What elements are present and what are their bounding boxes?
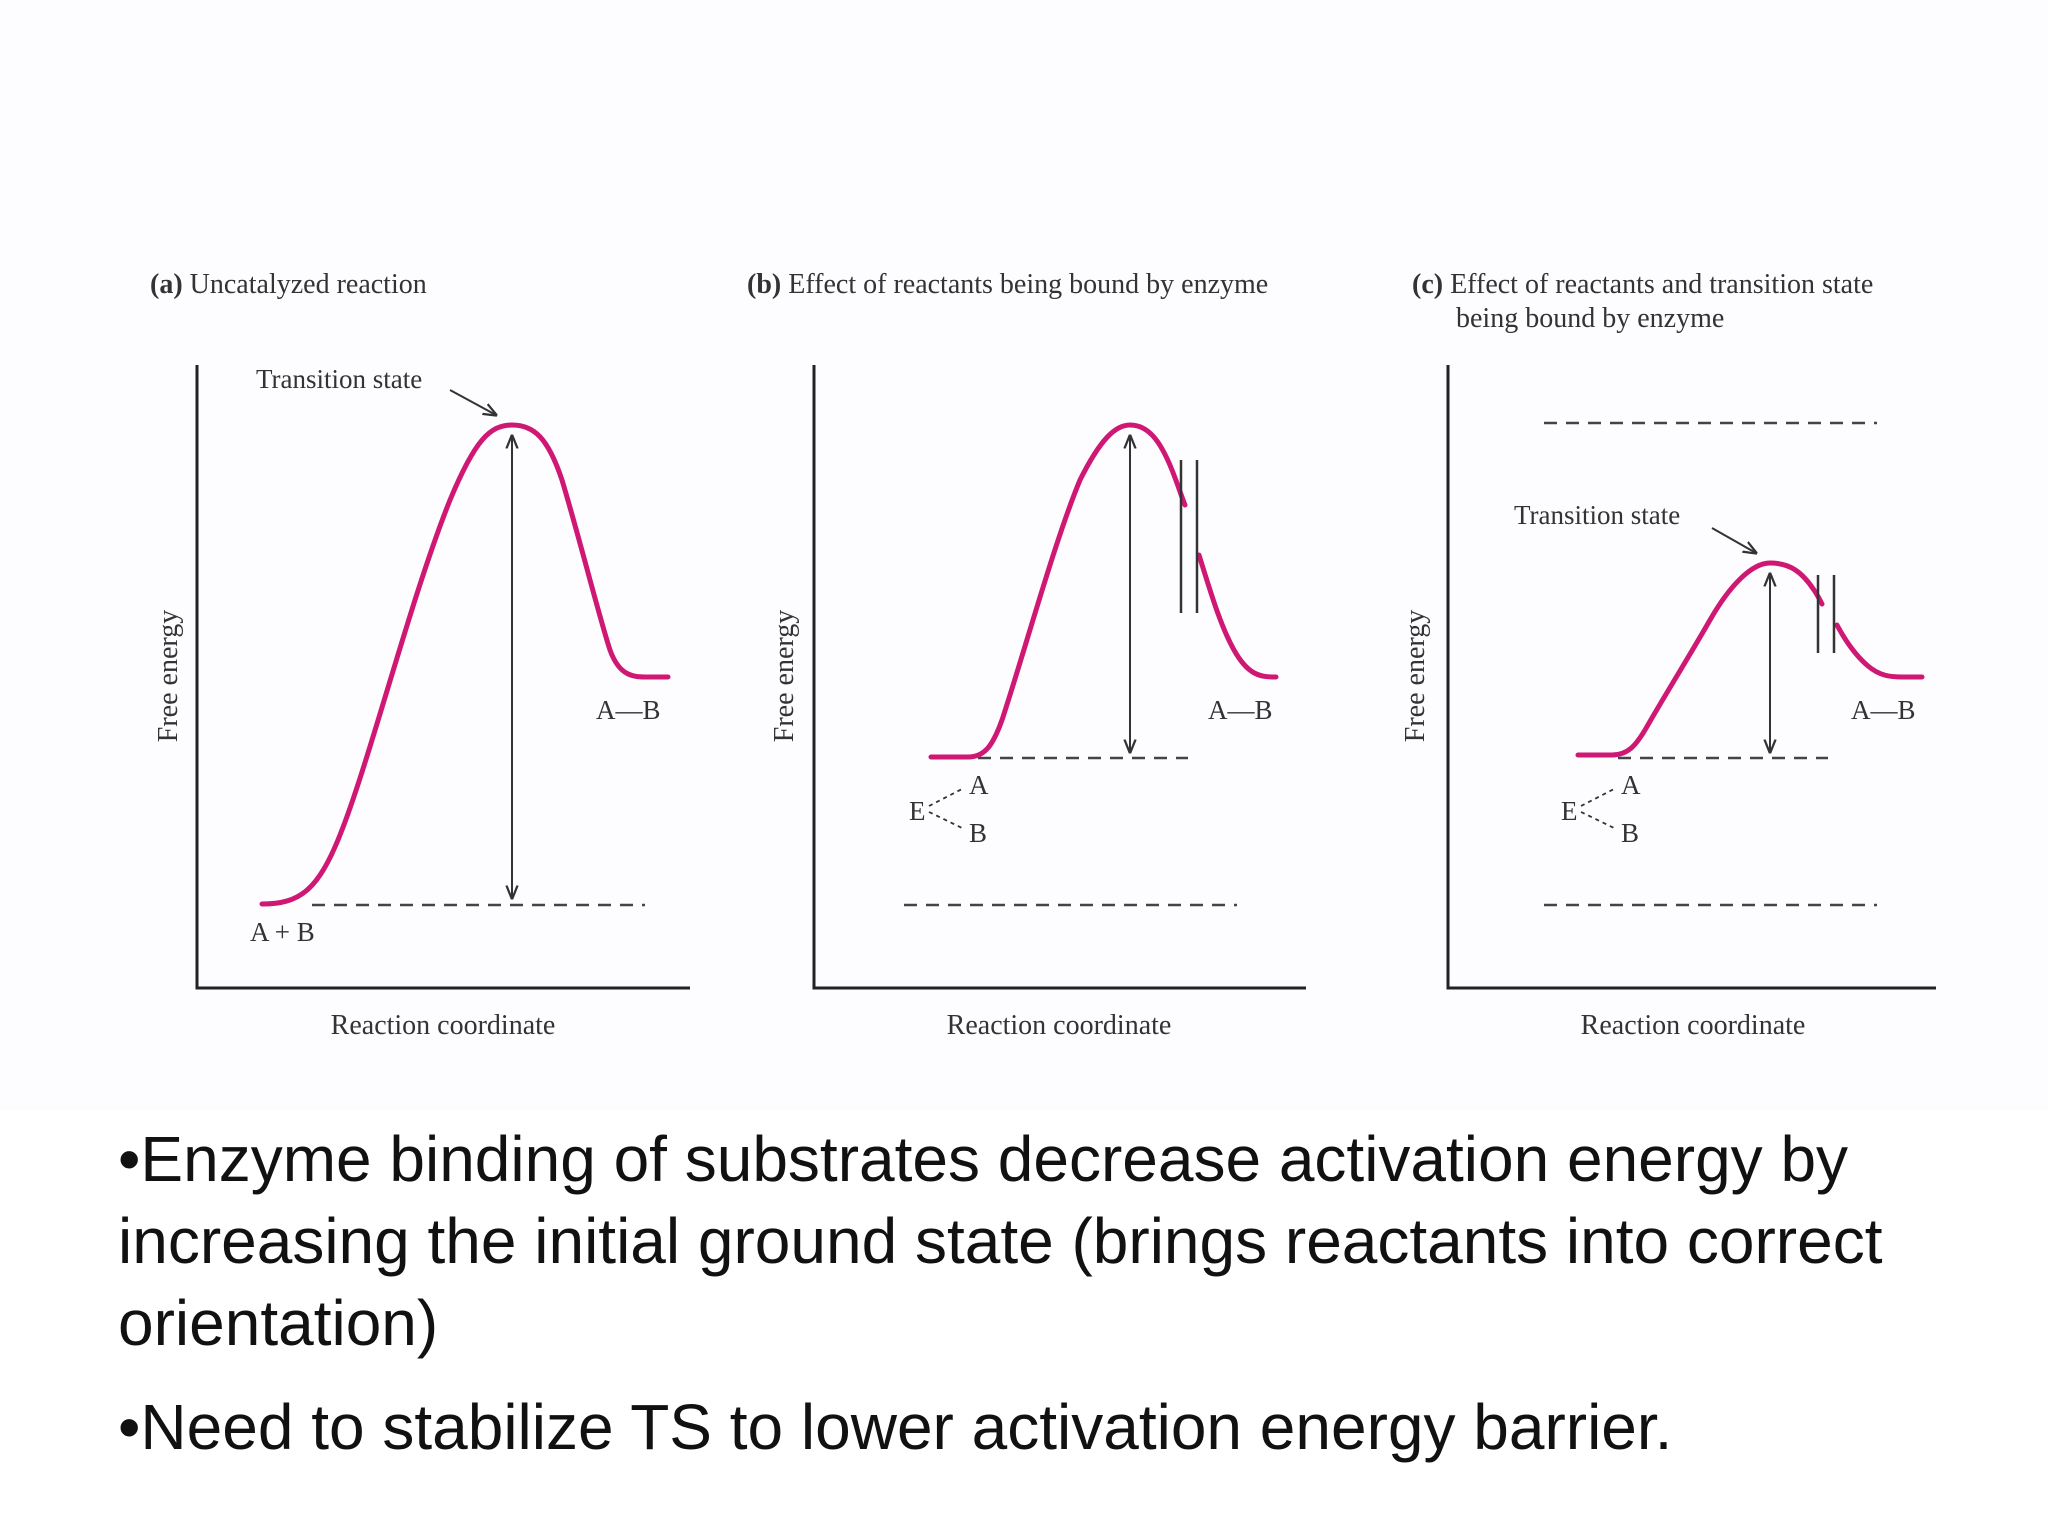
- panel-c-energy-curve-right: [1834, 622, 1925, 680]
- panel-a-ylabel: Free energy: [153, 610, 184, 742]
- panel-b-bond-a: [928, 788, 963, 807]
- panel-a-title: (a) Uncatalyzed reaction: [150, 269, 427, 300]
- panel-c-bond-b: [1580, 811, 1615, 829]
- panel-b-bond-b: [928, 811, 963, 829]
- panel-a-xlabel: Reaction coordinate: [331, 1010, 556, 1041]
- panel-c-title-line-2: being bound by enzyme: [1456, 303, 1724, 334]
- panel-a-reactant-label: A + B: [250, 917, 315, 947]
- bullet-item: •Need to stabilize TS to lower activatio…: [118, 1391, 1673, 1463]
- panel-a-axes: [195, 365, 690, 990]
- panel-c-axes: [1446, 365, 1936, 990]
- panel-b-complex-a: A: [969, 770, 989, 800]
- panel-b-product-label: A—B: [1208, 695, 1273, 725]
- energy-diagram-figure: (a) Uncatalyzed reaction Free energy Rea…: [150, 269, 1936, 1041]
- panel-c-enzyme-complex: E A B: [1561, 770, 1641, 848]
- panel-b: (b) Effect of reactants being bound by e…: [747, 269, 1306, 1041]
- panel-b-title: (b) Effect of reactants being bound by e…: [747, 269, 1268, 300]
- panel-c-transition-state-label: Transition state: [1514, 500, 1680, 530]
- panel-a-ts-pointer: [449, 389, 496, 415]
- panel-b-axes: [812, 365, 1306, 990]
- panel-a-energy-curve: [259, 422, 671, 907]
- panel-b-energy-curve-right: [1196, 552, 1279, 680]
- panel-a: (a) Uncatalyzed reaction Free energy Rea…: [150, 269, 690, 1041]
- panel-c-complex-a: A: [1621, 770, 1641, 800]
- energy-diagram-svg: (a) Uncatalyzed reaction Free energy Rea…: [150, 269, 1936, 1041]
- bullet-item: •Enzyme binding of substrates decrease a…: [118, 1123, 1883, 1359]
- panel-b-complex-b: B: [969, 818, 987, 848]
- panel-c-xlabel: Reaction coordinate: [1581, 1010, 1806, 1041]
- panel-b-energy-curve-left: [928, 422, 1188, 760]
- bullet-list: •Enzyme binding of substrates decrease a…: [118, 1118, 1998, 1490]
- panel-c-title-line-1: (c) Effect of reactants and transition s…: [1412, 269, 1873, 300]
- panel-c-bond-a: [1580, 788, 1615, 807]
- panel-c-complex-b: B: [1621, 818, 1639, 848]
- panel-c-enzyme-label: E: [1561, 796, 1578, 826]
- panel-b-xlabel: Reaction coordinate: [947, 1010, 1172, 1041]
- panel-c-ylabel: Free energy: [1400, 610, 1431, 742]
- panel-c-energy-curve-left: [1575, 560, 1825, 758]
- panel-a-product-label: A—B: [596, 695, 661, 725]
- panel-b-enzyme-complex: E A B: [909, 770, 989, 848]
- panel-a-transition-state-label: Transition state: [256, 364, 422, 394]
- panel-c: (c) Effect of reactants and transition s…: [1400, 269, 1936, 1041]
- panel-c-ts-pointer: [1711, 527, 1756, 553]
- panel-b-ylabel: Free energy: [769, 610, 800, 742]
- panel-b-enzyme-label: E: [909, 796, 926, 826]
- panel-c-product-label: A—B: [1851, 695, 1916, 725]
